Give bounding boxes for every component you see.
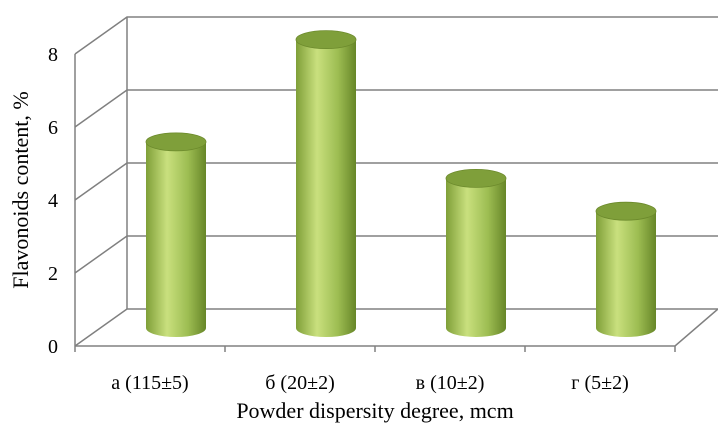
y-axis-title: Flavonoids content, % [8,91,33,288]
x-tick-label: а (115±5) [111,372,188,394]
x-axis-title: Powder dispersity degree, mcm [236,398,513,423]
x-tick-label: г (5±2) [571,372,629,394]
y-tick-label: 4 [48,190,58,212]
bar-top [595,201,657,221]
gridline [74,89,718,128]
bar-top [295,30,357,50]
y-tick-labels: 0 2 4 6 8 [48,44,58,358]
x-tick-label: в (10±2) [416,372,485,394]
bar [596,211,656,337]
x-tick-labels: а (115±5) б (20±2) в (10±2) г (5±2) [111,372,628,394]
bar-top [445,168,507,188]
bar [296,39,356,338]
bar [446,178,506,337]
bar [146,141,206,337]
gridline [74,16,718,55]
y-tick-label: 8 [48,44,58,66]
bars [145,30,657,338]
axes [74,17,718,352]
x-tick-label: б (20±2) [265,372,334,394]
y-tick-label: 0 [48,336,58,358]
bar-top [145,132,207,152]
y-tick-label: 2 [48,263,58,285]
y-tick-label: 6 [48,117,58,139]
